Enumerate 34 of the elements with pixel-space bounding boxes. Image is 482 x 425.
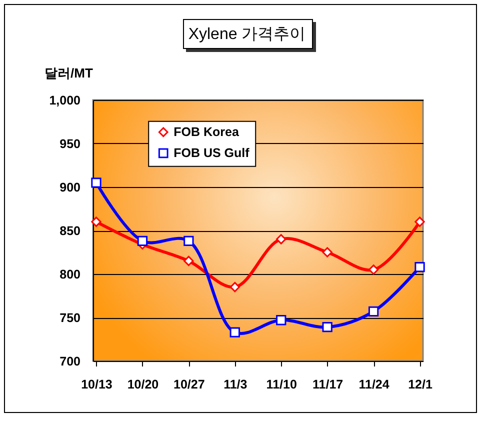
y-tick-label: 750: [60, 311, 81, 325]
x-tick-label: 10/13: [81, 378, 112, 392]
x-tick-label: 11/24: [358, 378, 390, 392]
point: [368, 306, 379, 316]
point: [322, 322, 332, 332]
x-tick-label: 12/1: [408, 378, 432, 392]
y-axis-title: 달러/MT: [44, 66, 93, 80]
point: [91, 178, 102, 188]
x-tick-label: 10/27: [174, 378, 205, 392]
y-tick-label: 950: [60, 137, 81, 151]
chart-title: Xylene 가격추이: [183, 19, 313, 49]
x-tick-label: 11/3: [224, 378, 248, 392]
x-tick-label: 11/17: [312, 378, 344, 392]
y-tick-label: 700: [60, 354, 81, 368]
y-tick-label: 850: [60, 224, 81, 238]
y-tick-label: 800: [60, 268, 81, 282]
point: [322, 247, 332, 258]
point: [276, 315, 286, 326]
point: [414, 262, 425, 272]
point: [230, 282, 240, 292]
point: [137, 236, 148, 246]
point: [230, 327, 240, 338]
point: [184, 256, 194, 266]
point: [184, 236, 194, 246]
point: [91, 216, 102, 227]
x-tick-label: 10/20: [127, 378, 159, 392]
x-tick-label: 11/10: [266, 378, 297, 392]
point: [414, 216, 425, 227]
point: [276, 234, 286, 244]
y-tick-label: 1,000: [49, 94, 81, 108]
legend-label: FOB US Gulf: [174, 146, 250, 160]
y-tick-label: 900: [60, 180, 81, 194]
legend-label: FOB Korea: [174, 125, 240, 140]
point: [368, 264, 379, 275]
